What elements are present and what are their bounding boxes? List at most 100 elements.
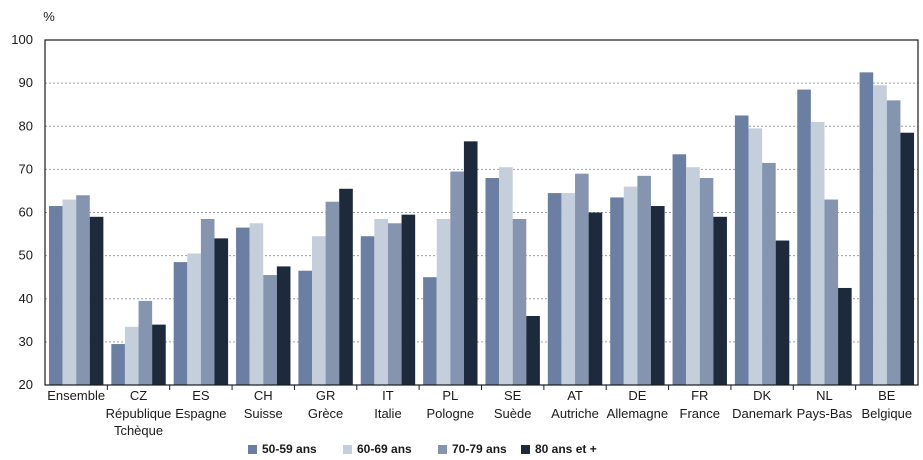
x-category-code: IT <box>382 388 394 403</box>
x-category-code: CH <box>254 388 273 403</box>
x-category-name: Allemagne <box>607 406 668 421</box>
legend-label: 80 ans et + <box>535 442 597 456</box>
x-category-name: Pays-Bas <box>797 406 853 421</box>
y-tick-label: 30 <box>19 334 33 349</box>
bar-70-79-ans <box>886 100 901 385</box>
bar-60-69-ans <box>561 193 576 385</box>
x-category-code: DE <box>628 388 646 403</box>
x-category-code: ES <box>192 388 210 403</box>
x-category-name: République <box>106 406 172 421</box>
bar-50-59-ans <box>547 193 562 385</box>
bar-50-59-ans <box>734 115 749 385</box>
bar-60-69-ans <box>686 167 700 385</box>
bar-60-69-ans <box>124 326 139 385</box>
bar-80-ans-et- <box>900 132 915 385</box>
x-category-name: France <box>680 406 720 421</box>
y-tick-label: 80 <box>19 118 33 133</box>
bar-80-ans-et- <box>838 287 852 385</box>
bar-60-69-ans <box>810 121 825 385</box>
x-category-code: DK <box>753 388 771 403</box>
x-category-code: GR <box>316 388 336 403</box>
x-category-name: Tchèque <box>114 423 163 438</box>
legend-swatch <box>438 445 447 454</box>
x-category-code: CZ <box>130 388 147 403</box>
bar-80-ans-et- <box>152 324 166 385</box>
bar-60-69-ans <box>374 218 388 385</box>
bar-50-59-ans <box>360 236 375 385</box>
bar-60-69-ans <box>436 218 451 385</box>
y-tick-label: 100 <box>11 32 33 47</box>
bar-50-59-ans <box>610 197 624 385</box>
y-tick-label: 90 <box>19 75 33 90</box>
bar-50-59-ans <box>485 178 500 385</box>
bar-70-79-ans <box>512 218 527 385</box>
bar-50-59-ans <box>859 72 874 385</box>
x-category-name: Suède <box>494 406 532 421</box>
x-category-code: FR <box>691 388 708 403</box>
x-category-name: Grèce <box>308 406 343 421</box>
bar-80-ans-et- <box>214 238 229 385</box>
bar-70-79-ans <box>637 175 651 385</box>
bar-70-79-ans <box>138 300 153 385</box>
bar-50-59-ans <box>48 206 63 385</box>
bar-70-79-ans <box>575 173 589 385</box>
bar-80-ans-et- <box>463 141 478 385</box>
legend-swatch <box>343 445 352 454</box>
bar-50-59-ans <box>672 154 687 385</box>
y-unit-label: % <box>43 9 55 24</box>
bar-70-79-ans <box>824 199 839 385</box>
bar-80-ans-et- <box>713 216 727 385</box>
bar-80-ans-et- <box>588 212 603 385</box>
y-tick-label: 60 <box>19 205 33 220</box>
x-category-code: Ensemble <box>47 388 105 403</box>
bar-80-ans-et- <box>276 266 291 385</box>
y-tick-label: 70 <box>19 161 33 176</box>
x-category-name: Pologne <box>426 406 474 421</box>
bar-80-ans-et- <box>650 206 665 385</box>
bar-70-79-ans <box>200 218 215 385</box>
x-category-name: Espagne <box>175 406 226 421</box>
x-category-code: AT <box>567 388 583 403</box>
bar-50-59-ans <box>423 277 437 385</box>
x-category-code: BE <box>878 388 896 403</box>
x-category-code: PL <box>442 388 458 403</box>
bar-60-69-ans <box>249 223 264 385</box>
x-category-code: NL <box>816 388 833 403</box>
bar-60-69-ans <box>312 236 326 385</box>
bar-60-69-ans <box>62 199 77 385</box>
y-tick-label: 40 <box>19 291 33 306</box>
bar-60-69-ans <box>873 85 887 385</box>
bar-70-79-ans <box>325 201 340 385</box>
bar-60-69-ans <box>499 167 513 385</box>
x-category-code: SE <box>504 388 522 403</box>
bar-50-59-ans <box>797 89 811 385</box>
bar-60-69-ans <box>623 186 638 385</box>
bar-80-ans-et- <box>526 316 540 385</box>
bar-70-79-ans <box>699 178 714 385</box>
bar-70-79-ans <box>450 171 464 385</box>
bar-70-79-ans <box>387 223 402 385</box>
x-category-name: Autriche <box>551 406 599 421</box>
bar-70-79-ans <box>762 162 776 385</box>
bar-80-ans-et- <box>401 214 416 385</box>
legend-swatch <box>521 445 530 454</box>
x-category-name: Danemark <box>732 406 792 421</box>
bar-50-59-ans <box>236 227 250 385</box>
x-category-name: Italie <box>374 406 401 421</box>
bar-50-59-ans <box>173 262 188 385</box>
bar-80-ans-et- <box>775 240 790 385</box>
bar-50-59-ans <box>111 344 125 385</box>
y-tick-label: 20 <box>19 377 33 392</box>
bar-60-69-ans <box>187 253 201 385</box>
y-tick-label: 50 <box>19 248 33 263</box>
legend-label: 70-79 ans <box>452 442 507 456</box>
bar-70-79-ans <box>263 275 277 385</box>
bar-80-ans-et- <box>89 216 104 385</box>
legend-swatch <box>248 445 257 454</box>
bar-50-59-ans <box>298 270 313 385</box>
bar-60-69-ans <box>748 128 763 385</box>
bar-80-ans-et- <box>339 188 353 385</box>
bar-70-79-ans <box>76 195 90 385</box>
